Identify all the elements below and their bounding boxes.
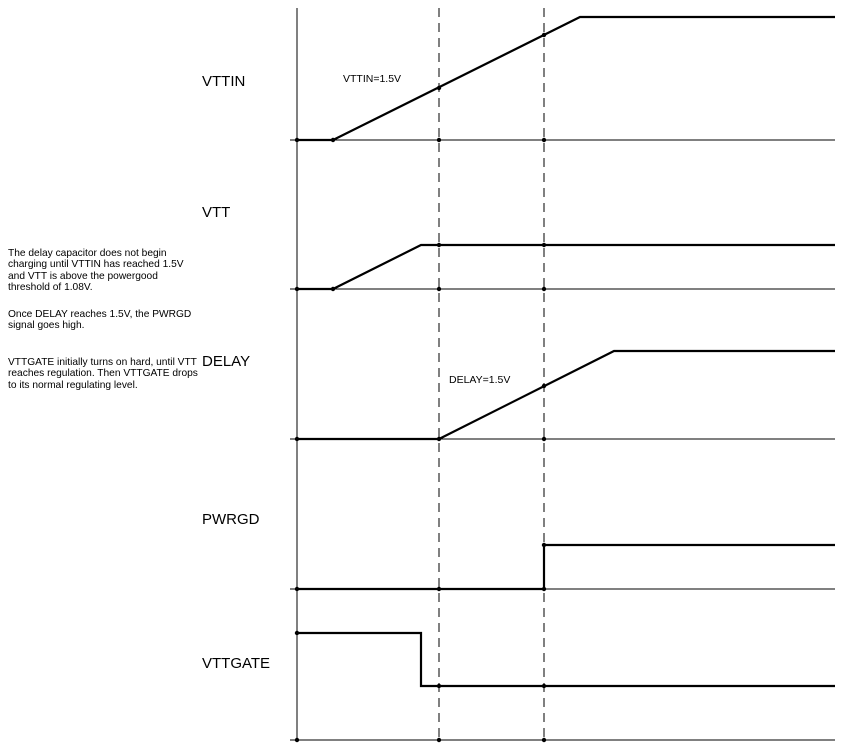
note-vttgate: VTTGATE initially turns on hard, until V… <box>8 357 198 391</box>
dot <box>541 383 547 389</box>
waveform-vttin <box>297 15 835 142</box>
dot <box>436 85 442 91</box>
dot <box>330 137 336 143</box>
dot <box>541 737 547 743</box>
dot <box>436 737 442 743</box>
dot <box>436 137 442 143</box>
dot <box>541 137 547 143</box>
dot <box>541 242 547 248</box>
dot <box>541 286 547 292</box>
dot <box>294 436 300 442</box>
annotation-vttin-threshold: VTTIN=1.5V <box>343 73 401 85</box>
dot <box>294 737 300 743</box>
waveform-vtt <box>297 243 835 291</box>
dot <box>541 586 547 592</box>
dot <box>436 242 442 248</box>
waveform-pwrgd <box>297 543 835 591</box>
junction-dots <box>294 32 547 743</box>
signal-label-pwrgd: PWRGD <box>202 511 260 528</box>
dot <box>541 32 547 38</box>
dot <box>436 286 442 292</box>
dot <box>541 542 547 548</box>
dot <box>294 586 300 592</box>
signal-label-delay: DELAY <box>202 353 250 370</box>
dot <box>330 286 336 292</box>
dot <box>541 436 547 442</box>
dot <box>436 436 442 442</box>
dot <box>436 586 442 592</box>
waveform-delay <box>297 349 835 441</box>
dot <box>436 683 442 689</box>
dot <box>541 683 547 689</box>
waveform-vttgate <box>297 631 835 688</box>
dot <box>294 630 300 636</box>
dot <box>294 137 300 143</box>
signal-label-vttin: VTTIN <box>202 73 245 90</box>
annotation-delay-threshold: DELAY=1.5V <box>449 374 510 386</box>
signal-label-vtt: VTT <box>202 204 230 221</box>
signal-label-vttgate: VTTGATE <box>202 655 270 672</box>
note-delay-capacitor: The delay capacitor does not begin charg… <box>8 248 184 293</box>
dot <box>294 286 300 292</box>
note-delay-pwrgd: Once DELAY reaches 1.5V, the PWRGD signa… <box>8 309 192 332</box>
